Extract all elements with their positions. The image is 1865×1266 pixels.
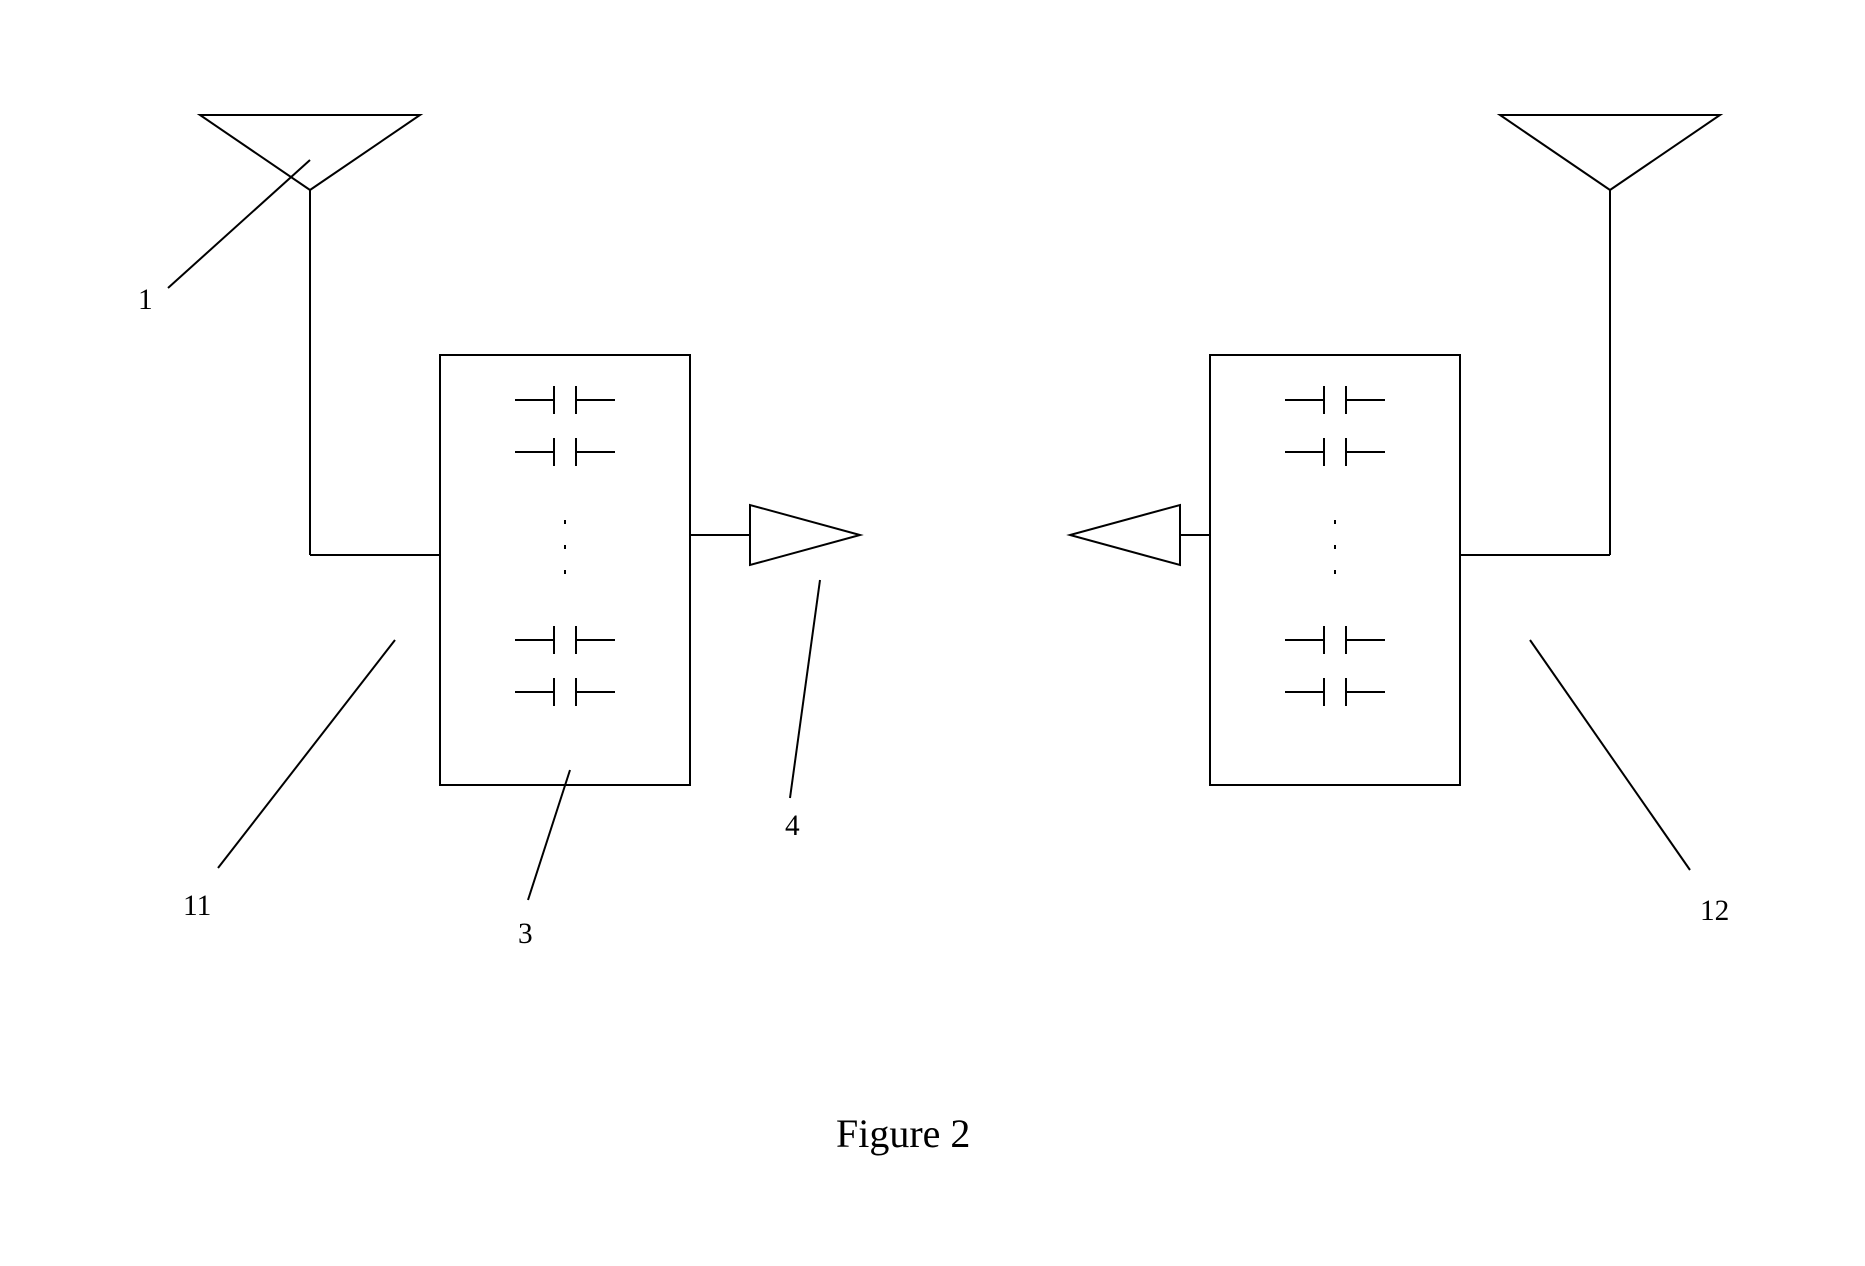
diagram-svg [0, 0, 1865, 1266]
label-1: 1 [138, 284, 153, 317]
label-3: 3 [518, 918, 533, 951]
figure-caption: Figure 2 [836, 1110, 970, 1157]
label-11: 11 [183, 890, 211, 923]
label-4: 4 [785, 810, 800, 843]
diagram-canvas: 1 11 3 4 12 Figure 2 [0, 0, 1865, 1266]
label-12: 12 [1700, 895, 1729, 928]
